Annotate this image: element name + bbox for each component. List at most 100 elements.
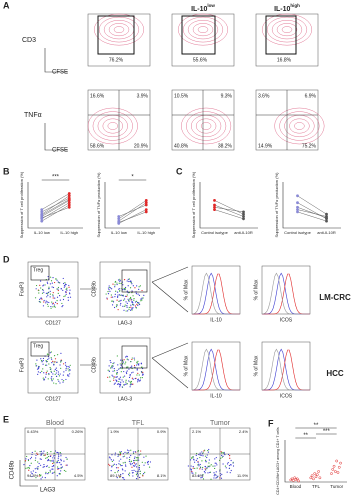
event-dot: [128, 368, 130, 370]
event-dot: [40, 297, 43, 299]
axis: [199, 182, 258, 229]
event-dot: [53, 361, 55, 363]
event-dot: [123, 289, 125, 291]
event-dot: [133, 304, 135, 306]
event-dot: [114, 293, 116, 295]
event-dot: [35, 454, 37, 457]
event-dot: [190, 465, 192, 467]
event-dot: [112, 300, 114, 302]
event-dot: [202, 455, 204, 457]
quadrant-percent: 94.8%: [27, 473, 39, 478]
pair-line: [41, 197, 70, 213]
axis-label: Suppression of TNFα production (%): [274, 172, 279, 238]
event-dot: [118, 378, 120, 380]
point: [144, 203, 148, 207]
event-dot: [58, 454, 60, 456]
event-dot: [69, 296, 72, 298]
event-dot: [121, 468, 123, 470]
event-dot: [113, 368, 115, 370]
event-dot: [45, 302, 47, 304]
event-dot: [120, 364, 122, 366]
event-dot: [50, 371, 53, 373]
axis-label: IL-10: [210, 317, 222, 323]
axis-label: CD49b: [91, 281, 97, 297]
gate-percent: 76.2%: [109, 57, 124, 63]
event-dot: [205, 469, 207, 471]
event-dot: [191, 470, 193, 473]
event-dot: [143, 472, 145, 475]
event-dot: [122, 363, 124, 365]
event-dot: [226, 471, 228, 473]
event-dot: [197, 461, 199, 463]
event-dot: [110, 294, 112, 296]
event-dot: [132, 475, 134, 477]
point: [336, 471, 340, 474]
event-dot: [124, 288, 126, 290]
event-dot: [145, 455, 147, 457]
event-dot: [48, 363, 50, 365]
event-dot: [37, 371, 39, 373]
point: [330, 472, 333, 475]
histogram: [261, 348, 310, 391]
event-dot: [125, 361, 127, 363]
contour: [281, 26, 293, 33]
contour: [200, 122, 212, 130]
pair-line: [214, 200, 244, 215]
panel-label: B: [3, 166, 10, 176]
event-dot: [108, 285, 110, 287]
event-dot: [149, 461, 152, 463]
event-dot: [121, 379, 123, 381]
event-dot: [128, 308, 130, 310]
point: [292, 479, 295, 482]
event-dot: [109, 380, 111, 382]
event-dot: [126, 305, 128, 307]
event-dot: [131, 290, 133, 292]
event-dot: [213, 475, 215, 477]
event-dot: [140, 300, 142, 302]
event-dot: [137, 457, 140, 459]
event-dot: [122, 477, 125, 479]
event-dot: [194, 461, 196, 463]
event-dot: [126, 366, 128, 368]
event-dot: [191, 472, 193, 474]
event-dot: [123, 298, 126, 300]
point: [40, 219, 44, 223]
point: [242, 215, 245, 218]
event-dot: [63, 469, 65, 472]
event-dot: [135, 470, 137, 472]
event-dot: [126, 370, 128, 372]
event-dot: [136, 285, 138, 287]
event-dot: [121, 368, 123, 370]
event-dot: [62, 277, 64, 280]
contour: [192, 23, 214, 37]
event-dot: [118, 300, 120, 302]
event-dot: [201, 460, 203, 462]
event-dot: [41, 370, 43, 372]
event-dot: [131, 292, 133, 294]
pair-line: [118, 211, 147, 223]
event-dot: [69, 293, 71, 295]
pair-line: [214, 204, 244, 217]
event-dot: [58, 380, 60, 382]
event-dot: [47, 353, 49, 355]
quadrant-percent: 20.9%: [134, 143, 149, 149]
event-dot: [51, 303, 54, 305]
axis-label: % of Max: [183, 279, 189, 300]
event-dot: [126, 372, 128, 375]
axis-arrow: [44, 48, 68, 73]
event-dot: [118, 290, 121, 292]
event-dot: [127, 359, 129, 361]
event-dot: [202, 466, 204, 469]
quadrant-percent: 89.1%: [110, 473, 122, 478]
event-dot: [141, 299, 143, 301]
event-dot: [116, 380, 118, 383]
point: [144, 201, 148, 205]
event-dot: [37, 465, 39, 468]
event-dot: [122, 473, 124, 475]
event-dot: [214, 462, 216, 464]
gate-percent: 16.8%: [277, 57, 292, 63]
axis-label: CD49b: [10, 460, 16, 479]
x-tick-label: anti-IL10R: [234, 230, 253, 235]
event-dot: [29, 458, 32, 460]
point: [325, 219, 328, 223]
